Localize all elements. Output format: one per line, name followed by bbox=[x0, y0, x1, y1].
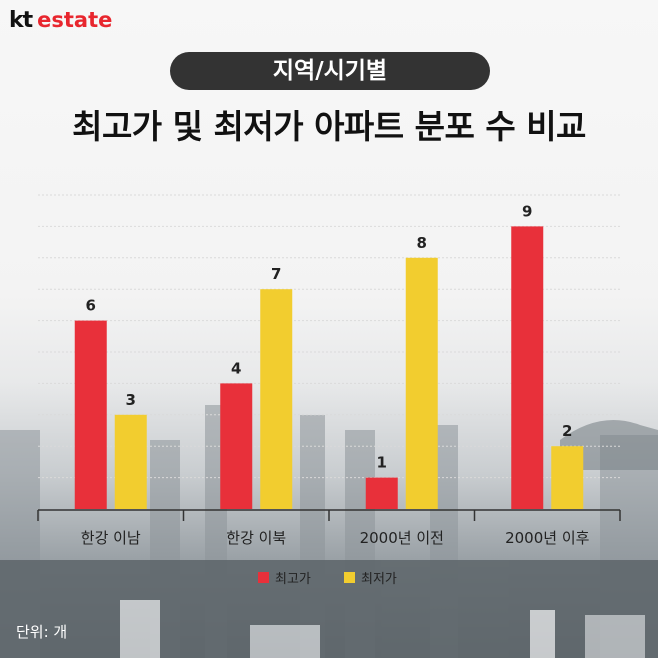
bar-value-label: 1 bbox=[377, 454, 387, 472]
bar-highest bbox=[511, 226, 544, 509]
bar-value-label: 6 bbox=[86, 297, 96, 315]
x-tick-label: 2000년 이전 bbox=[360, 529, 444, 547]
bar-value-label: 4 bbox=[231, 359, 241, 377]
x-tick-label: 한강 이남 bbox=[81, 529, 141, 547]
bar-highest bbox=[220, 383, 253, 509]
bar-lowest bbox=[114, 414, 147, 509]
legend-label: 최고가 bbox=[275, 572, 311, 587]
bar-value-label: 2 bbox=[562, 422, 572, 440]
bar-value-label: 3 bbox=[126, 391, 136, 409]
x-tick-label: 2000년 이후 bbox=[505, 529, 590, 547]
kt-estate-logo: kt estate bbox=[9, 8, 112, 36]
bar-lowest bbox=[405, 257, 438, 509]
bar-highest bbox=[74, 320, 107, 509]
category-tag: 지역/시기별 bbox=[170, 52, 490, 90]
logo-kt: kt bbox=[9, 8, 33, 33]
logo-estate: estate bbox=[37, 8, 113, 32]
unit-label: 단위: 개 bbox=[16, 623, 68, 641]
legend-swatch bbox=[258, 572, 269, 583]
chart-title: 최고가 및 최저가 아파트 분포 수 비교 bbox=[72, 107, 586, 146]
legend-label: 최저가 bbox=[361, 572, 397, 587]
legend-swatch bbox=[344, 572, 355, 583]
bar-lowest bbox=[551, 446, 584, 509]
x-tick-label: 한강 이북 bbox=[226, 529, 286, 547]
bar-highest bbox=[365, 477, 398, 509]
bar-lowest bbox=[260, 289, 293, 509]
bar-value-label: 9 bbox=[522, 202, 532, 220]
bar-value-label: 7 bbox=[271, 265, 281, 283]
bar-value-label: 8 bbox=[417, 234, 427, 252]
